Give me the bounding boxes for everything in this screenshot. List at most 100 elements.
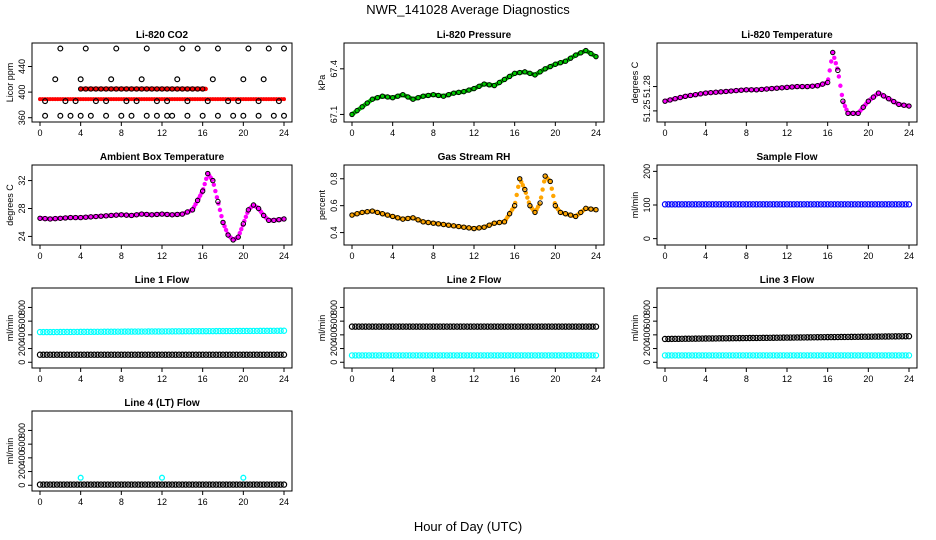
hourly-average-point	[395, 93, 401, 99]
data-point	[53, 328, 61, 336]
data-point	[569, 323, 576, 330]
x-tick-label: 16	[510, 251, 520, 261]
data-point	[182, 351, 189, 358]
hourly-average-point	[682, 93, 689, 99]
data-point	[275, 98, 282, 105]
data-point	[135, 328, 142, 335]
x-tick-label: 4	[390, 251, 395, 261]
hourly-average-point	[532, 72, 538, 78]
data-point	[579, 323, 586, 330]
data-point	[902, 333, 909, 340]
data-point	[50, 481, 57, 488]
data-point	[57, 351, 64, 358]
data-point	[202, 481, 210, 488]
data-point	[82, 45, 89, 52]
y-tick-label: 200	[642, 164, 652, 179]
hourly-average-point	[235, 234, 241, 240]
data-point	[419, 323, 427, 330]
data-point	[821, 333, 828, 341]
data-point	[277, 351, 284, 358]
data-point	[399, 323, 407, 330]
data-point	[699, 352, 706, 359]
data-point	[423, 323, 430, 330]
data-point	[239, 226, 244, 232]
data-point	[107, 328, 115, 335]
data-point	[135, 481, 142, 488]
data-point	[712, 352, 720, 359]
data-point	[665, 352, 672, 359]
data-point	[460, 352, 468, 359]
data-point	[453, 352, 461, 359]
data-point	[464, 323, 471, 330]
data-point	[841, 201, 848, 208]
data-point	[467, 323, 474, 330]
data-point	[245, 210, 250, 215]
data-point	[467, 352, 474, 359]
hourly-average-point	[77, 214, 84, 221]
data-point	[716, 335, 723, 342]
data-point	[511, 352, 518, 359]
hourly-average-point	[37, 215, 43, 221]
y-tick-label: 51.25	[642, 100, 652, 123]
x-tick-label: 4	[78, 128, 83, 138]
hourly-average-point	[83, 214, 89, 220]
data-point	[189, 481, 196, 488]
data-point	[375, 323, 383, 330]
hourly-average-point	[42, 215, 48, 222]
data-point	[235, 98, 242, 105]
hourly-average-point	[557, 60, 564, 66]
hourly-average-point	[896, 101, 902, 108]
data-point	[705, 335, 713, 342]
data-point	[541, 323, 549, 330]
hourly-average-point	[517, 69, 523, 76]
x-tick-label: 12	[782, 128, 792, 138]
data-point	[223, 327, 230, 335]
data-point	[780, 334, 787, 341]
hourly-average-point	[164, 211, 170, 218]
data-point	[80, 351, 88, 358]
data-point	[67, 351, 74, 358]
data-point	[36, 481, 44, 488]
data-point	[671, 201, 679, 208]
y-tick-label: 400	[642, 327, 652, 342]
data-point	[386, 352, 393, 359]
data-point	[756, 201, 764, 208]
data-point	[245, 45, 252, 52]
hourly-average-point	[501, 219, 508, 225]
hourly-average-point	[672, 96, 678, 102]
data-point	[255, 98, 262, 105]
data-point	[888, 352, 896, 359]
hourly-average-point	[384, 94, 391, 100]
data-point	[46, 351, 54, 358]
data-point	[695, 352, 703, 359]
data-point	[124, 351, 132, 358]
data-point	[575, 323, 583, 330]
data-point	[477, 352, 484, 359]
hourly-average-point	[245, 207, 252, 213]
data-point	[97, 351, 105, 358]
hourly-average-point	[794, 83, 800, 90]
hourly-average-point	[466, 225, 472, 231]
data-point	[416, 352, 423, 359]
x-tick-label: 16	[510, 128, 520, 138]
data-point	[155, 328, 162, 335]
data-point	[827, 352, 835, 359]
hourly-average-point	[189, 86, 196, 92]
data-point	[545, 352, 552, 359]
data-point	[108, 76, 115, 83]
data-point	[152, 328, 159, 335]
data-point	[692, 335, 699, 342]
y-axis-label: ml/min	[630, 192, 640, 219]
data-point	[155, 481, 162, 488]
data-point	[851, 201, 858, 208]
hourly-average-point	[93, 213, 99, 220]
data-point	[470, 323, 478, 330]
data-point	[899, 201, 906, 208]
x-tick-label: 24	[279, 128, 289, 138]
data-point	[104, 351, 111, 358]
x-tick-label: 4	[390, 128, 395, 138]
data-point	[790, 334, 797, 341]
data-point	[760, 352, 767, 359]
y-tick-label: 0.6	[329, 199, 339, 212]
panel-5: Sample Flow ml/min 0 4 8 12 16 20 24 0 100 200	[630, 152, 918, 261]
